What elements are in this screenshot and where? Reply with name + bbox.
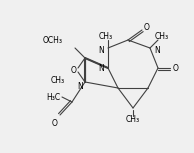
Text: O: O [173,63,179,73]
Text: N: N [98,45,104,54]
Text: OCH₃: OCH₃ [43,35,63,45]
Text: CH₃: CH₃ [99,32,113,41]
Text: CH₃: CH₃ [155,32,169,41]
Text: N: N [154,45,160,54]
Text: O: O [71,65,77,75]
Text: O: O [52,119,58,127]
Text: N: N [98,63,104,73]
Text: N: N [77,82,83,91]
Text: H₃C: H₃C [46,93,60,101]
Text: CH₃: CH₃ [51,75,65,84]
Text: O: O [144,22,150,32]
Text: CH₃: CH₃ [126,116,140,125]
